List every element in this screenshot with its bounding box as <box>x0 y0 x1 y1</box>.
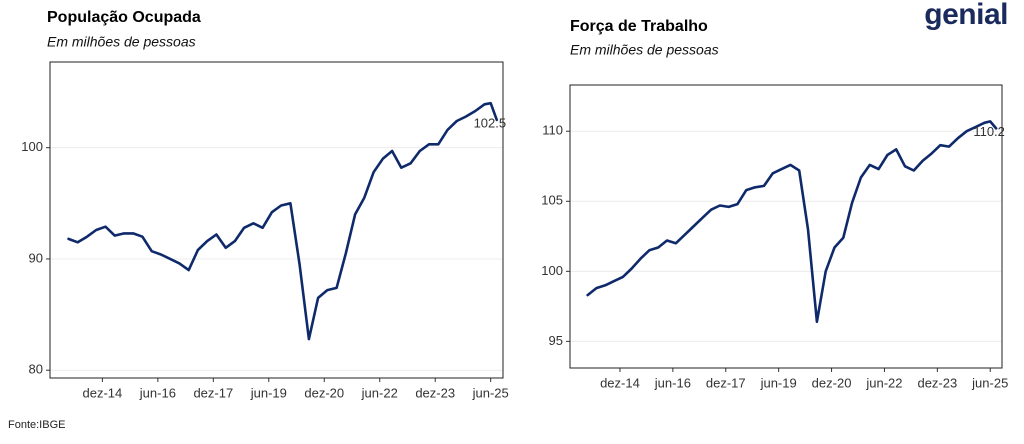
source-note: Fonte:IBGE <box>8 419 65 431</box>
plot-frame <box>49 61 504 379</box>
x-tick-label: dez-20 <box>812 375 852 390</box>
x-tick-label: dez-17 <box>706 375 746 390</box>
x-tick-label: jun-25 <box>472 385 509 400</box>
end-value-label: 102.5 <box>474 115 507 130</box>
y-tick-label: 100 <box>21 139 43 154</box>
plot-frame <box>569 84 1003 369</box>
x-tick-label: jun-22 <box>361 385 398 400</box>
data-line <box>67 101 499 341</box>
y-tick-label: 80 <box>29 362 43 377</box>
chart-title: Força de Trabalho <box>570 18 708 35</box>
x-tick-label: dez-14 <box>600 375 640 390</box>
chart-subtitle: Em milhões de pessoas <box>47 34 196 50</box>
y-tick-label: 105 <box>541 193 563 208</box>
x-tick-label: dez-20 <box>304 385 344 400</box>
y-tick-label: 95 <box>549 333 563 348</box>
y-tick-label: 110 <box>542 123 563 138</box>
x-tick-label: dez-14 <box>83 385 123 400</box>
y-tick-label: 100 <box>541 263 563 278</box>
chart-subtitle: Em milhões de pessoas <box>570 42 719 58</box>
x-tick-label: jun-16 <box>139 385 176 400</box>
chart-title: População Ocupada <box>47 9 201 26</box>
x-tick-label: jun-25 <box>971 375 1008 390</box>
y-tick-label: 90 <box>29 250 43 265</box>
x-tick-label: jun-16 <box>654 375 691 390</box>
x-tick-label: dez-23 <box>415 385 455 400</box>
x-tick-label: jun-22 <box>865 375 902 390</box>
x-tick-label: jun-19 <box>250 385 287 400</box>
end-value-label: 110.2 <box>973 124 1005 139</box>
logo: genial <box>924 0 1008 31</box>
x-tick-label: jun-19 <box>760 375 797 390</box>
x-tick-label: dez-17 <box>193 385 233 400</box>
x-tick-label: dez-23 <box>917 375 957 390</box>
data-line <box>586 120 998 324</box>
